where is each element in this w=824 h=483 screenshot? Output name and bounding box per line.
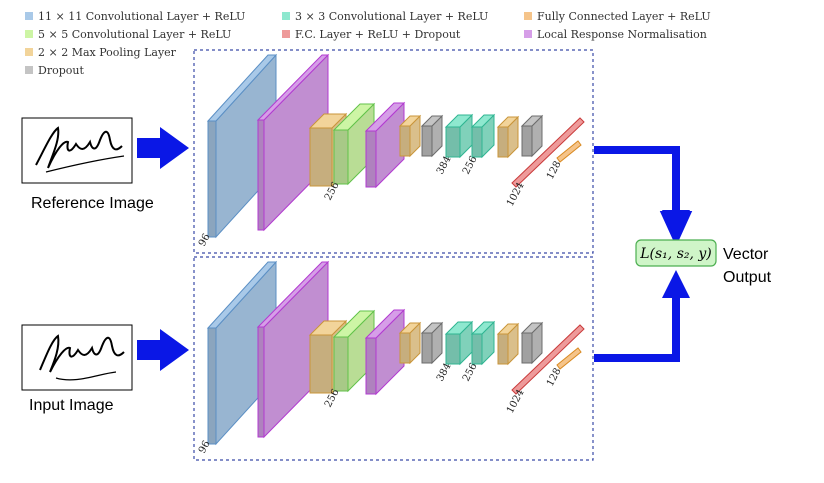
reference-layer-lrn-5 [364, 101, 406, 189]
legend-label-pool: 2 × 2 Max Pooling Layer [38, 46, 177, 59]
reference-layer-fcdrop-bar [511, 117, 585, 188]
legend: 11 × 11 Convolutional Layer + ReLU 3 × 3… [25, 10, 711, 77]
reference-dimension-label: 384 [435, 154, 454, 176]
reference-layer-conv3-9 [470, 113, 496, 159]
input-layer-conv3-8 [444, 320, 474, 366]
legend-label-conv3: 3 × 3 Convolutional Layer + ReLU [295, 10, 488, 23]
legend-swatch-fc [524, 12, 532, 20]
reference-dimension-label: 256 [461, 154, 480, 176]
reference-layer-conv11-1 [206, 53, 278, 239]
input-dimension-label: 1024 [505, 388, 527, 416]
output-label: Output [723, 269, 772, 286]
legend-swatch-conv11 [25, 12, 33, 20]
reference-image-caption: Reference Image [31, 195, 154, 212]
reference-layer-pool-6 [398, 114, 422, 158]
input-input-arrow [137, 329, 189, 371]
legend-label-conv5: 5 × 5 Convolutional Layer + ReLU [38, 28, 231, 41]
input-output-arrow [594, 295, 680, 362]
loss-function-label: L(s₁, s₂, y) [639, 246, 712, 262]
legend-label-dropout: Dropout [38, 64, 84, 77]
reference-signature-image [21, 117, 133, 184]
reference-layer-dropout-11 [520, 114, 544, 158]
reference-layer-lrn-2 [256, 53, 330, 232]
input-layer-conv11-1 [206, 260, 278, 446]
reference-input-arrow [137, 127, 189, 169]
reference-layer-fc-bar [556, 140, 582, 163]
reference-dimension-label: 1024 [505, 181, 527, 209]
legend-swatch-conv3 [282, 12, 290, 20]
input-image-caption: Input Image [29, 397, 114, 414]
input-dimension-label: 256 [461, 361, 480, 383]
vector-label: Vector [723, 246, 769, 263]
reference-branch-box [193, 49, 594, 254]
legend-label-fc: Fully Connected Layer + ReLU [537, 10, 711, 23]
input-signature-image [21, 324, 133, 391]
legend-swatch-fcdrop [282, 30, 290, 38]
input-output-arrowhead [662, 270, 690, 298]
input-layer-conv3-9 [470, 320, 496, 366]
legend-swatch-dropout [25, 66, 33, 74]
legend-label-conv11: 11 × 11 Convolutional Layer + ReLU [38, 10, 245, 23]
reference-layer-conv3-8 [444, 113, 474, 159]
legend-swatch-pool [25, 48, 33, 56]
input-layer-fc-bar [556, 347, 582, 370]
input-dimension-label: 128 [545, 366, 564, 388]
legend-swatch-lrn [524, 30, 532, 38]
input-layer-pool-10 [496, 322, 520, 366]
input-layer-fcdrop-bar [511, 324, 585, 395]
legend-label-lrn: Local Response Normalisation [537, 28, 707, 41]
loss-function-box [635, 239, 717, 267]
reference-dimension-label: 96 [197, 232, 213, 248]
input-branch-box [193, 256, 594, 461]
legend-label-fcdrop: F.C. Layer + ReLU + Dropout [295, 28, 461, 41]
input-dimension-label: 96 [197, 439, 213, 455]
input-layer-pool-6 [398, 321, 422, 365]
legend-swatch-conv5 [25, 30, 33, 38]
reference-output-arrowhead [662, 210, 690, 238]
input-layer-lrn-5 [364, 308, 406, 396]
reference-dimension-label: 128 [545, 159, 564, 181]
reference-layer-dropout-7 [420, 114, 444, 158]
reference-layer-pool-10 [496, 115, 520, 159]
input-layer-dropout-7 [420, 321, 444, 365]
input-dimension-label: 384 [435, 361, 454, 383]
input-layer-dropout-11 [520, 321, 544, 365]
